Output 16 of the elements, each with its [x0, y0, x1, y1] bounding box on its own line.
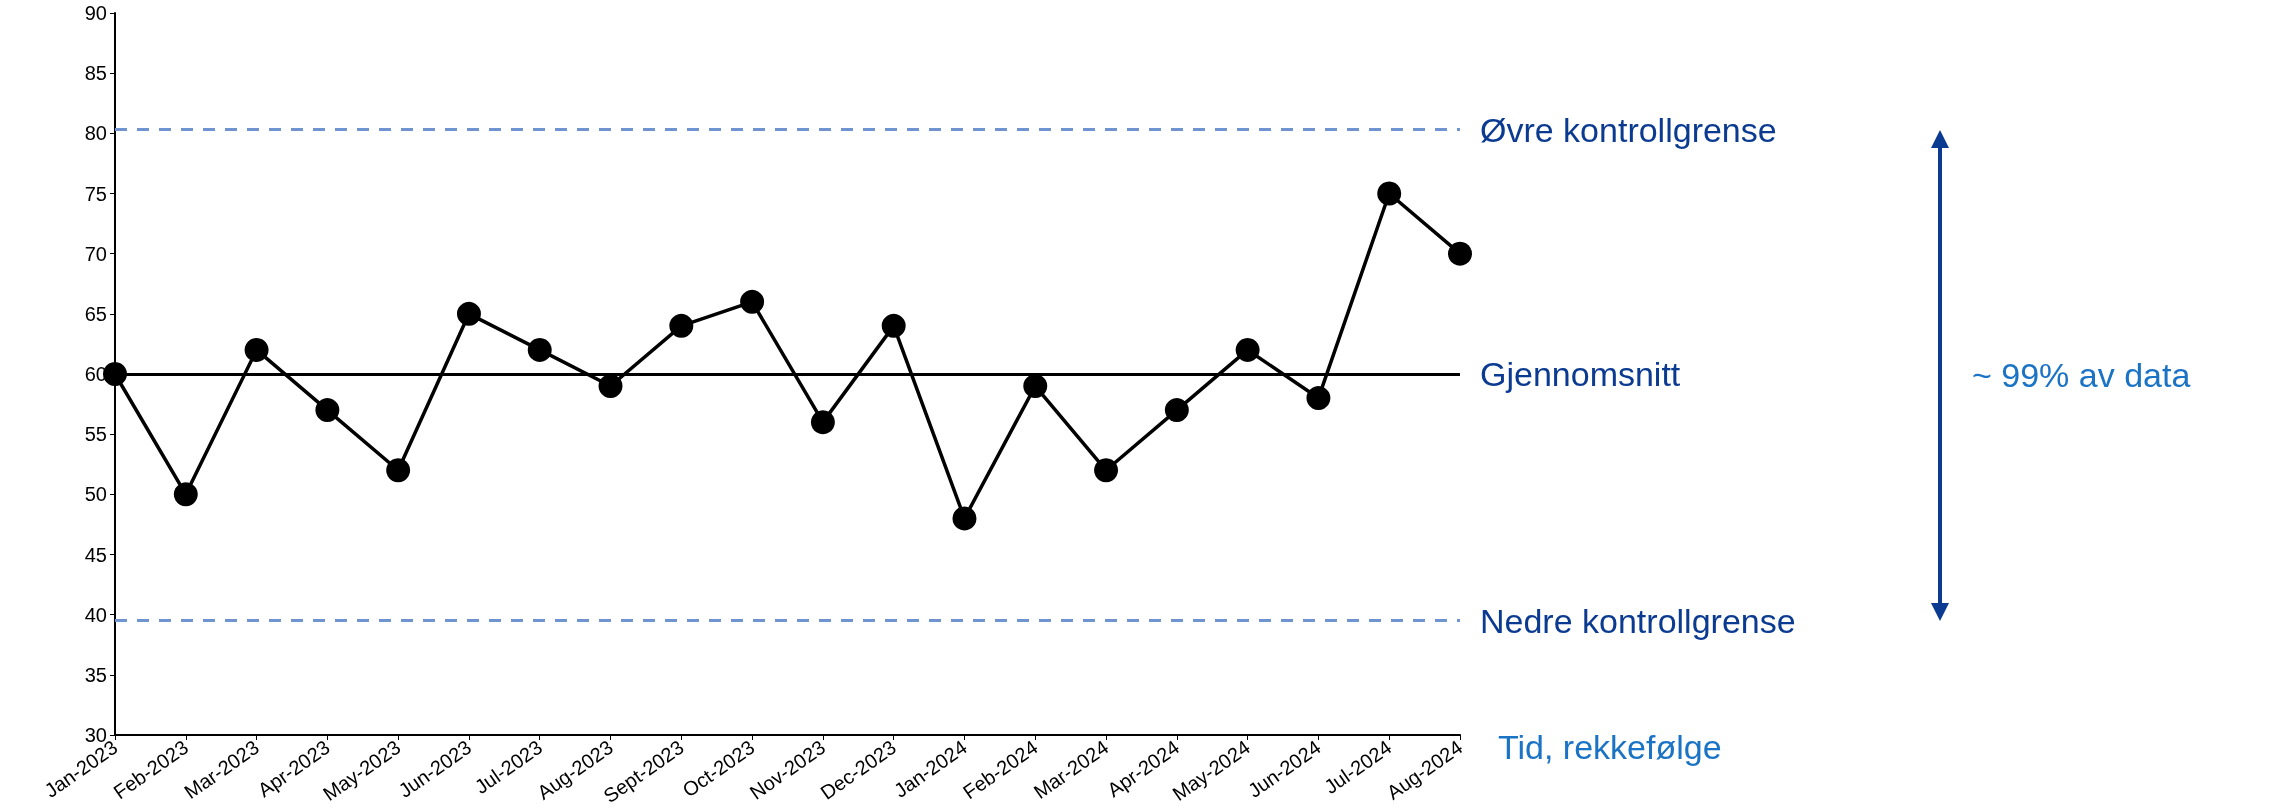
y-tick-label: 65	[84, 302, 107, 325]
y-tick-label: 50	[84, 483, 107, 506]
y-tick-label: 35	[84, 663, 107, 686]
y-tick-label: 55	[84, 423, 107, 446]
y-tick-label: 85	[84, 62, 107, 85]
text: ~ 99% av data	[1972, 355, 2191, 395]
y-tick-label: 45	[84, 543, 107, 566]
y-tick-label: 40	[84, 603, 107, 626]
y-tick-label: 70	[84, 242, 107, 265]
ref-line-label: Nedre kontrollgrense	[1480, 601, 1796, 640]
x-axis-title: Tid, rekkefølge	[1498, 727, 1722, 767]
ref-line-label: Gjennomsnitt	[1480, 355, 1681, 393]
y-tick-label: 75	[84, 182, 107, 205]
y-tick-label: 80	[84, 122, 107, 145]
y-tick-label: 90	[84, 2, 107, 24]
ref-line-label: Øvre kontrollgrense	[1480, 110, 1777, 149]
